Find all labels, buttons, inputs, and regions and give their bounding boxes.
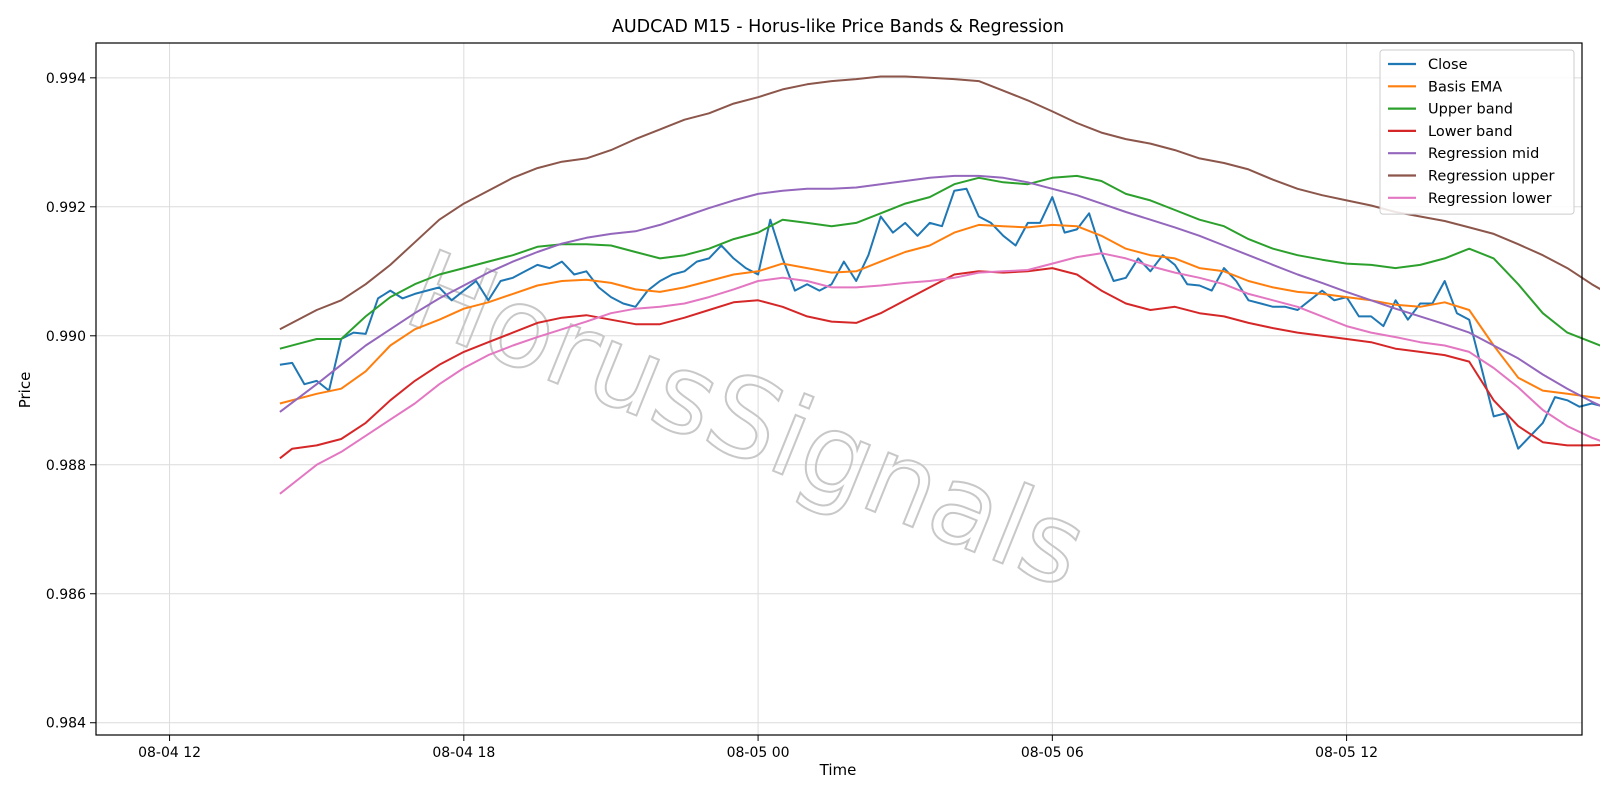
legend-label: Regression upper xyxy=(1428,169,1554,185)
legend-label: Regression mid xyxy=(1428,146,1539,162)
x-tick-label: 08-04 12 xyxy=(138,745,201,761)
x-tick-label: 08-05 00 xyxy=(727,745,790,761)
y-tick-label: 0.990 xyxy=(46,329,86,345)
series-line-regression-upper xyxy=(279,75,1600,331)
plot-series xyxy=(279,75,1600,495)
legend-label: Upper band xyxy=(1428,102,1513,118)
y-tick-label: 0.988 xyxy=(46,458,86,474)
series-line-regression-lower xyxy=(279,252,1600,495)
series-line-close xyxy=(279,187,1600,450)
y-tick-label: 0.992 xyxy=(46,200,86,216)
y-axis-ticks: 0.984 0.986 0.988 0.990 0.992 0.994 xyxy=(46,71,96,732)
legend: Close Basis EMA Upper band Lower band Regres… xyxy=(1379,49,1575,215)
series-line-lower-band xyxy=(279,267,1600,460)
y-tick-label: 0.994 xyxy=(46,71,86,87)
legend-label: Close xyxy=(1428,57,1468,73)
chart-title: AUDCAD M15 - Horus-like Price Bands & Re… xyxy=(612,17,1064,37)
legend-box xyxy=(1379,49,1575,215)
x-axis-label: Time xyxy=(819,761,857,779)
x-axis-ticks: 08-04 12 08-04 18 08-05 00 08-05 06 08-05 12… xyxy=(138,735,1378,761)
y-tick-label: 0.984 xyxy=(46,716,86,732)
series-line-upper-band xyxy=(279,174,1600,350)
legend-label: Regression lower xyxy=(1428,191,1552,207)
series-line-regression-mid xyxy=(279,174,1600,413)
x-tick-label: 08-04 18 xyxy=(432,745,495,761)
legend-label: Basis EMA xyxy=(1428,79,1502,95)
legend-label: Lower band xyxy=(1428,124,1513,140)
series-line-basis-ema xyxy=(279,223,1600,405)
x-tick-label: 08-05 12 xyxy=(1315,745,1378,761)
x-tick-label: 08-05 06 xyxy=(1021,745,1084,761)
axes-frame xyxy=(95,42,1583,736)
y-axis-label: Price xyxy=(16,372,34,409)
y-tick-label: 0.986 xyxy=(46,587,86,603)
